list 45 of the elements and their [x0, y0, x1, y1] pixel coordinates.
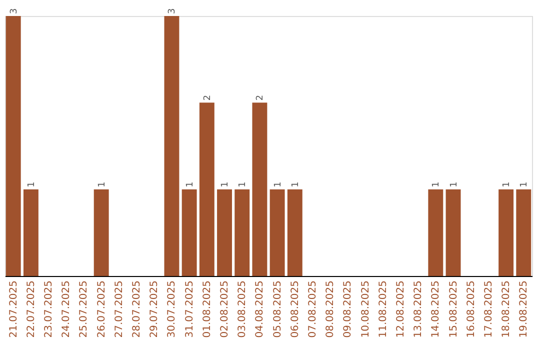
data-label: 2: [202, 94, 213, 101]
x-tick-label: 03.08.2025: [237, 280, 248, 338]
x-tick-label: 11.08.2025: [378, 280, 389, 338]
x-tick-label: 02.08.2025: [220, 280, 231, 338]
data-label: 3: [9, 8, 20, 14]
x-tick-label: 27.07.2025: [114, 280, 125, 338]
data-label: 2: [256, 94, 266, 101]
data-label: 1: [290, 182, 301, 188]
x-tick-label: 05.08.2025: [272, 280, 284, 338]
x-tick-label: 07.08.2025: [307, 280, 318, 338]
x-tick-label: 23.07.2025: [44, 280, 55, 338]
data-label: 1: [449, 182, 460, 188]
x-tick-label: 09.08.2025: [342, 280, 354, 338]
data-label: 1: [97, 182, 108, 188]
data-label: 1: [185, 182, 196, 188]
x-tick-label: 21.07.2025: [8, 280, 20, 338]
x-tick-label: 08.08.2025: [325, 280, 336, 338]
x-tick-label: 16.08.2025: [466, 280, 477, 338]
x-tick-label: 26.07.2025: [96, 280, 108, 338]
x-tick-label: 15.08.2025: [448, 280, 460, 338]
data-label: 1: [520, 182, 530, 188]
x-tick-label: 06.08.2025: [290, 280, 301, 338]
x-tick-label: 24.07.2025: [61, 280, 72, 338]
x-tick-label: 01.08.2025: [202, 280, 213, 338]
x-tick-label: 31.07.2025: [184, 280, 196, 338]
x-tick-label: 25.07.2025: [78, 280, 90, 338]
x-tick-label: 13.08.2025: [413, 280, 424, 338]
data-label: 1: [432, 182, 442, 188]
x-tick-label: 19.08.2025: [518, 280, 530, 338]
data-label: 3: [168, 8, 178, 14]
x-tick-label: 29.07.2025: [149, 280, 160, 338]
x-tick-label: 28.07.2025: [132, 280, 143, 338]
x-tick-label: 04.08.2025: [254, 280, 266, 338]
x-tick-label: 14.08.2025: [430, 280, 442, 338]
x-tick-label: 22.07.2025: [26, 280, 37, 338]
x-tick-label: 12.08.2025: [395, 280, 406, 338]
x-tick-label: 18.08.2025: [501, 280, 512, 338]
data-label: 1: [273, 182, 284, 188]
x-tick-label: 30.07.2025: [166, 280, 178, 338]
data-label: 1: [26, 182, 37, 188]
data-label: 1: [238, 182, 248, 188]
x-tick-label: 17.08.2025: [483, 280, 494, 338]
data-label: 1: [220, 182, 231, 188]
x-tick-label: 10.08.2025: [360, 280, 372, 338]
data-label: 1: [502, 182, 512, 188]
